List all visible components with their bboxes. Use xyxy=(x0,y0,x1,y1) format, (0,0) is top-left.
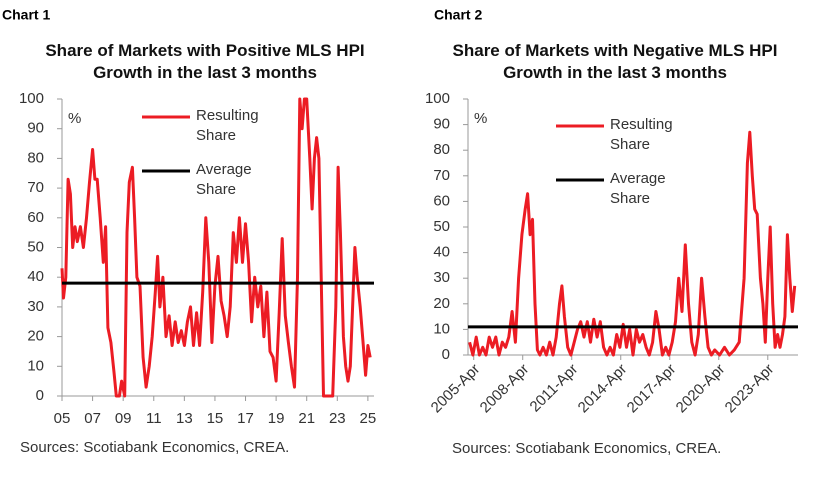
chart-label: Chart 2 xyxy=(434,7,482,23)
x-tick-label: 11 xyxy=(146,410,162,427)
x-tick-label: 21 xyxy=(298,410,315,427)
series-line xyxy=(468,130,797,357)
legend-label: Average Share xyxy=(610,170,666,207)
chart-title-box: Share of Markets with Positive MLS HPI G… xyxy=(45,41,365,82)
x-tick-label: 07 xyxy=(84,410,101,427)
legend-label: Average Share xyxy=(196,161,252,198)
y-tick-label: 40 xyxy=(433,244,450,261)
y-tick-label: 60 xyxy=(27,209,44,226)
series-line xyxy=(60,97,372,398)
chart-title: Share of Markets with Negative MLS HPI G… xyxy=(452,41,778,82)
y-tick-label: 0 xyxy=(442,346,450,363)
chart-label: Chart 1 xyxy=(2,7,50,23)
y-tick-label: 100 xyxy=(19,90,44,107)
chart-title-box: Share of Markets with Negative MLS HPI G… xyxy=(452,41,778,82)
x-tick-label: 09 xyxy=(115,410,132,427)
legend-label: Resulting Share xyxy=(610,116,673,153)
x-tick-label: 23 xyxy=(329,410,346,427)
y-tick-label: 50 xyxy=(433,218,450,235)
x-tick-label: 13 xyxy=(176,410,193,427)
y-tick-label: 70 xyxy=(433,167,450,184)
y-tick-label: 100 xyxy=(425,90,450,107)
y-tick-label: 70 xyxy=(27,179,44,196)
x-tick-label: 15 xyxy=(207,410,224,427)
x-tick-label: 2017-Apr xyxy=(624,361,680,417)
source: Sources: Scotiabank Economics, CREA. xyxy=(452,440,721,457)
x-tick-label: 2011-Apr xyxy=(527,361,582,416)
y-tick-label: 10 xyxy=(27,357,44,374)
x-tick-label: 25 xyxy=(360,410,377,427)
y-tick-label: 0 xyxy=(36,387,44,404)
y-tick-label: 20 xyxy=(433,295,450,312)
y-tick-label: 40 xyxy=(27,268,44,285)
legend-label-box: Average Share xyxy=(610,170,666,207)
y-tick-label: 90 xyxy=(27,120,44,137)
x-tick-label: 2023-Apr xyxy=(722,361,778,417)
chart-title: Share of Markets with Positive MLS HPI G… xyxy=(45,41,365,82)
y-unit: % xyxy=(68,110,81,127)
y-tick-label: 30 xyxy=(433,269,450,286)
x-tick-label: 2014-Apr xyxy=(575,361,631,417)
y-tick-label: 50 xyxy=(27,238,44,255)
x-tick-label: 19 xyxy=(268,410,285,427)
legend-label-box: Resulting Share xyxy=(196,107,259,144)
y-tick-label: 10 xyxy=(433,320,450,337)
x-tick-label: 17 xyxy=(237,410,254,427)
legend-label: Resulting Share xyxy=(196,107,259,144)
y-tick-label: 80 xyxy=(27,149,44,166)
y-tick-label: 30 xyxy=(27,298,44,315)
x-tick-label: 05 xyxy=(54,410,71,427)
y-tick-label: 20 xyxy=(27,328,44,345)
y-unit: % xyxy=(474,110,487,127)
y-tick-label: 80 xyxy=(433,141,450,158)
source: Sources: Scotiabank Economics, CREA. xyxy=(20,439,289,456)
x-tick-label: 2008-Apr xyxy=(477,361,533,417)
legend-label-box: Resulting Share xyxy=(610,116,673,153)
x-tick-label: 2005-Apr xyxy=(428,361,484,417)
y-tick-label: 90 xyxy=(433,116,450,133)
legend-label-box: Average Share xyxy=(196,161,252,198)
x-tick-label: 2020-Apr xyxy=(673,361,729,417)
y-tick-label: 60 xyxy=(433,192,450,209)
